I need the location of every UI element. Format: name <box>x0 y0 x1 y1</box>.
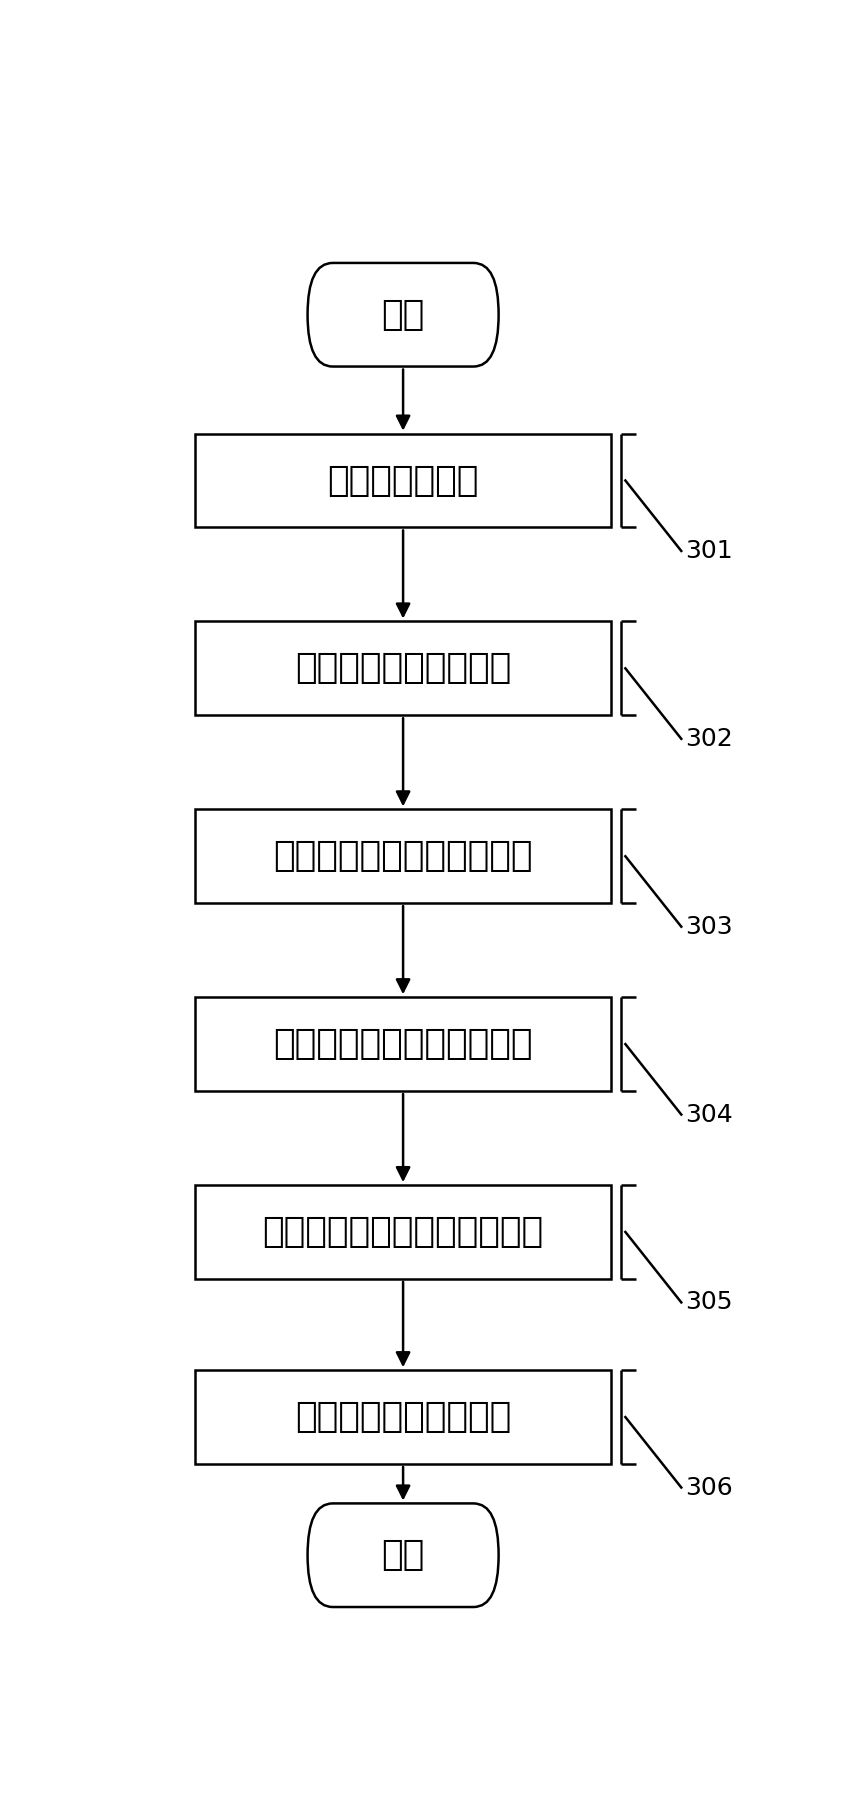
Bar <box>195 1186 611 1279</box>
Text: 对光模块进行门限纠正: 对光模块进行门限纠正 <box>295 1399 511 1433</box>
Text: 304: 304 <box>685 1103 733 1127</box>
Text: 305: 305 <box>685 1290 732 1315</box>
Text: 查询网元内光模块信息: 查询网元内光模块信息 <box>295 651 511 685</box>
Bar <box>195 434 611 527</box>
FancyBboxPatch shape <box>308 264 498 366</box>
Bar <box>195 621 611 716</box>
Text: 301: 301 <box>685 538 733 563</box>
Text: 302: 302 <box>685 727 733 752</box>
Text: 比较当前门限值和门限基准值: 比较当前门限值和门限基准值 <box>263 1215 543 1249</box>
Bar <box>195 809 611 902</box>
Text: 获取对应光模块当前门限值: 获取对应光模块当前门限值 <box>273 1028 533 1060</box>
Text: 303: 303 <box>685 915 733 938</box>
FancyBboxPatch shape <box>308 1503 498 1607</box>
Text: 同步光模块信息: 同步光模块信息 <box>327 463 479 497</box>
Text: 开始: 开始 <box>381 298 425 332</box>
Text: 306: 306 <box>685 1475 733 1500</box>
Text: 查询对应光模块门限基准值: 查询对应光模块门限基准值 <box>273 840 533 874</box>
Bar <box>195 1371 611 1464</box>
Bar <box>195 997 611 1091</box>
Text: 结束: 结束 <box>381 1537 425 1572</box>
